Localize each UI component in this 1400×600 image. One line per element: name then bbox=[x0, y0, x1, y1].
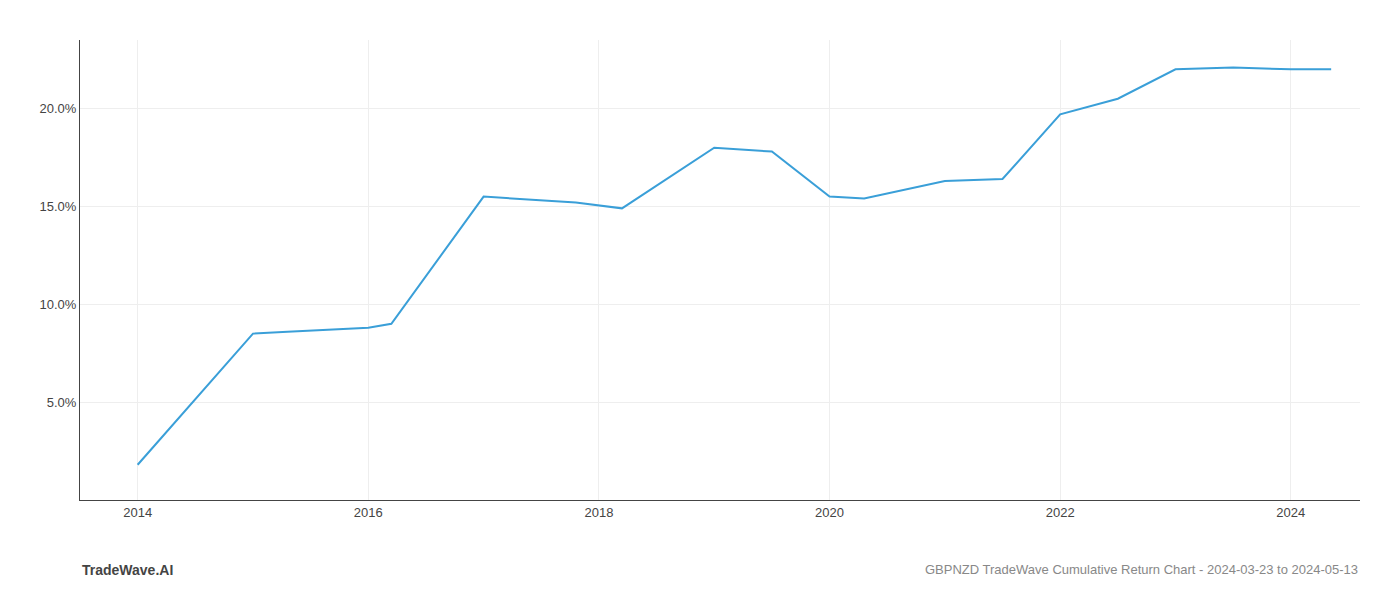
svg-text:20.0%: 20.0% bbox=[40, 101, 77, 116]
svg-text:TradeWave.AI: TradeWave.AI bbox=[82, 562, 173, 578]
svg-text:10.0%: 10.0% bbox=[40, 297, 77, 312]
svg-text:2022: 2022 bbox=[1046, 505, 1075, 520]
svg-text:2016: 2016 bbox=[354, 505, 383, 520]
svg-text:GBPNZD TradeWave Cumulative Re: GBPNZD TradeWave Cumulative Return Chart… bbox=[925, 562, 1358, 577]
svg-text:2018: 2018 bbox=[584, 505, 613, 520]
svg-text:2020: 2020 bbox=[815, 505, 844, 520]
svg-text:2014: 2014 bbox=[123, 505, 152, 520]
svg-text:2024: 2024 bbox=[1276, 505, 1305, 520]
svg-text:5.0%: 5.0% bbox=[47, 395, 77, 410]
svg-text:15.0%: 15.0% bbox=[40, 199, 77, 214]
